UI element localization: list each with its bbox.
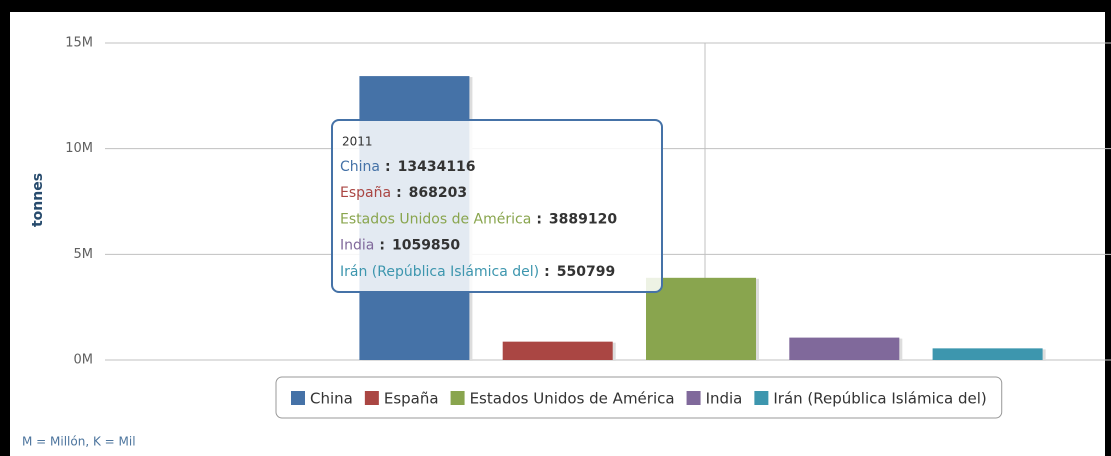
- tooltip-separator: :: [379, 238, 385, 254]
- legend-label: España: [384, 390, 439, 408]
- y-tick-label: 15M: [65, 36, 93, 51]
- bar: [502, 341, 613, 360]
- bar: [646, 277, 756, 360]
- legend-swatch: [754, 391, 769, 405]
- legend-label: India: [706, 390, 743, 408]
- legend-swatch: [291, 391, 305, 405]
- legend-swatch: [450, 391, 465, 405]
- footnote: M = Millón, K = Mil: [22, 435, 136, 449]
- tooltip-value: 868203: [409, 185, 467, 201]
- y-axis-title: tonnes: [30, 173, 46, 227]
- bar: [932, 348, 1043, 360]
- tooltip-series-name: China: [340, 159, 380, 175]
- tooltip: [331, 119, 663, 293]
- legend-label: Irán (República Islámica del): [773, 390, 986, 408]
- frame-right: [1105, 0, 1111, 456]
- legend-label: Estados Unidos de América: [470, 390, 675, 408]
- frame-left: [0, 0, 10, 456]
- tooltip-separator: :: [544, 264, 550, 280]
- tooltip-value: 3889120: [549, 211, 617, 227]
- tooltip-header: 2011: [342, 135, 373, 149]
- tooltip-value: 1059850: [392, 238, 460, 254]
- tooltip-series-name: Irán (República Islámica del): [340, 264, 539, 280]
- tooltip-series-name: España: [340, 185, 391, 201]
- tooltip-separator: :: [385, 159, 391, 175]
- frame-top: [0, 0, 1111, 12]
- legend: [275, 376, 1003, 419]
- legend-swatch: [364, 391, 379, 405]
- tooltip-series-name: Estados Unidos de América: [340, 211, 531, 227]
- tooltip-value: 550799: [557, 264, 615, 280]
- tooltip-separator: :: [536, 211, 542, 227]
- tooltip-series-name: India: [340, 238, 374, 254]
- y-tick-label: 10M: [65, 141, 93, 156]
- legend-swatch: [686, 391, 701, 405]
- y-tick-label: 5M: [74, 247, 94, 262]
- legend-label: China: [310, 390, 353, 408]
- bar: [789, 337, 900, 360]
- tooltip-value: 13434116: [398, 159, 476, 175]
- y-tick-label: 0M: [74, 353, 94, 368]
- tooltip-separator: :: [396, 185, 402, 201]
